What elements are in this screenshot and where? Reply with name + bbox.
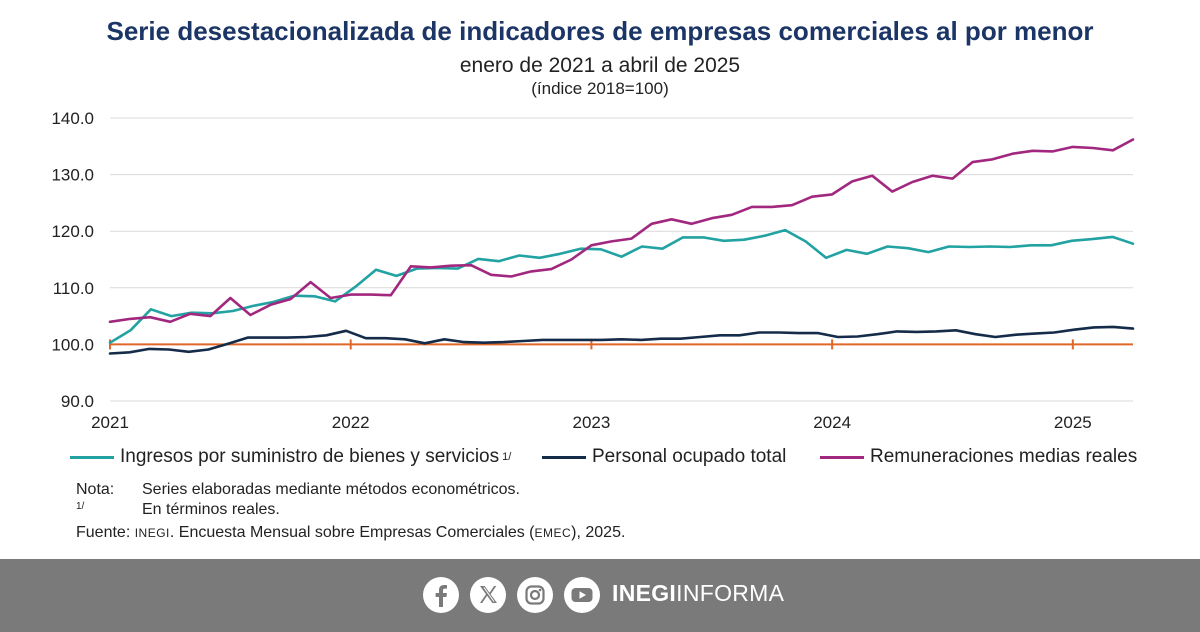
- youtube-icon[interactable]: [563, 576, 601, 614]
- footnote-mark: 1/: [76, 501, 85, 512]
- x-tick-label: 2024: [813, 413, 851, 432]
- series-line-personal: [108, 325, 1135, 355]
- y-tick-label: 140.0: [51, 109, 94, 128]
- legend-item-ingresos: Ingresos por suministro de bienes y serv…: [70, 446, 511, 468]
- y-tick-label: 130.0: [51, 166, 94, 185]
- y-tick-label: 110.0: [53, 279, 94, 298]
- legend: Ingresos por suministro de bienes y serv…: [70, 446, 1170, 472]
- source-org: INEGI: [134, 526, 170, 540]
- note-label: Nota:: [76, 481, 115, 498]
- legend-footnote-mark: 1/: [502, 451, 512, 463]
- chart-subtitle: enero de 2021 a abril de 2025: [459, 54, 741, 77]
- x-tick-label: 2022: [332, 413, 370, 432]
- legend-swatch-ingresos: [70, 455, 114, 459]
- source-text-a: . Encuesta Mensual sobre Empresas Comerc…: [169, 524, 535, 541]
- x-tick-label: 2025: [1054, 413, 1092, 432]
- facebook-icon[interactable]: [422, 576, 460, 614]
- footnote-text: En términos reales.: [142, 501, 280, 518]
- legend-swatch-remuneraciones: [820, 455, 864, 459]
- legend-swatch-personal: [542, 455, 586, 459]
- footer-bar: INEGIINFORMA: [0, 559, 1200, 632]
- y-tick-label: 90.0: [61, 392, 94, 411]
- brand-wordmark: INEGIINFORMA: [612, 580, 784, 607]
- series-line-ingresos: [108, 228, 1135, 345]
- brand-rest: INFORMA: [676, 580, 785, 606]
- series-line-remuneraciones: [108, 138, 1135, 324]
- legend-label-ingresos: Ingresos por suministro de bienes y serv…: [120, 446, 500, 467]
- source-line: Fuente: INEGI. Encuesta Mensual sobre Em…: [76, 524, 625, 542]
- instagram-icon[interactable]: [516, 576, 554, 614]
- source-text-b: ), 2025.: [571, 524, 626, 541]
- note-text: Series elaboradas mediante métodos econo…: [142, 481, 520, 498]
- legend-label-remuneraciones: Remuneraciones medias reales: [870, 446, 1138, 467]
- brand-bold: INEGI: [612, 580, 677, 606]
- chart-unit: (índice 2018=100): [531, 79, 669, 98]
- legend-item-personal: Personal ocupado total: [542, 446, 786, 468]
- legend-label-personal: Personal ocupado total: [592, 446, 787, 467]
- source-label: Fuente:: [76, 524, 131, 541]
- y-tick-label: 100.0: [51, 335, 94, 354]
- legend-item-remuneraciones: Remuneraciones medias reales: [820, 446, 1137, 468]
- source-abbr: EMEC: [534, 526, 572, 540]
- x-icon[interactable]: [469, 576, 507, 614]
- y-tick-label: 120.0: [51, 222, 94, 241]
- x-tick-label: 2021: [91, 413, 129, 432]
- chart-title: Serie desestacionalizada de indicadores …: [106, 16, 1094, 46]
- line-chart: 140.0 130.0 120.0 110.0 100.0 90.0 2021 2022 202…: [51, 109, 1135, 432]
- x-tick-label: 2023: [572, 413, 610, 432]
